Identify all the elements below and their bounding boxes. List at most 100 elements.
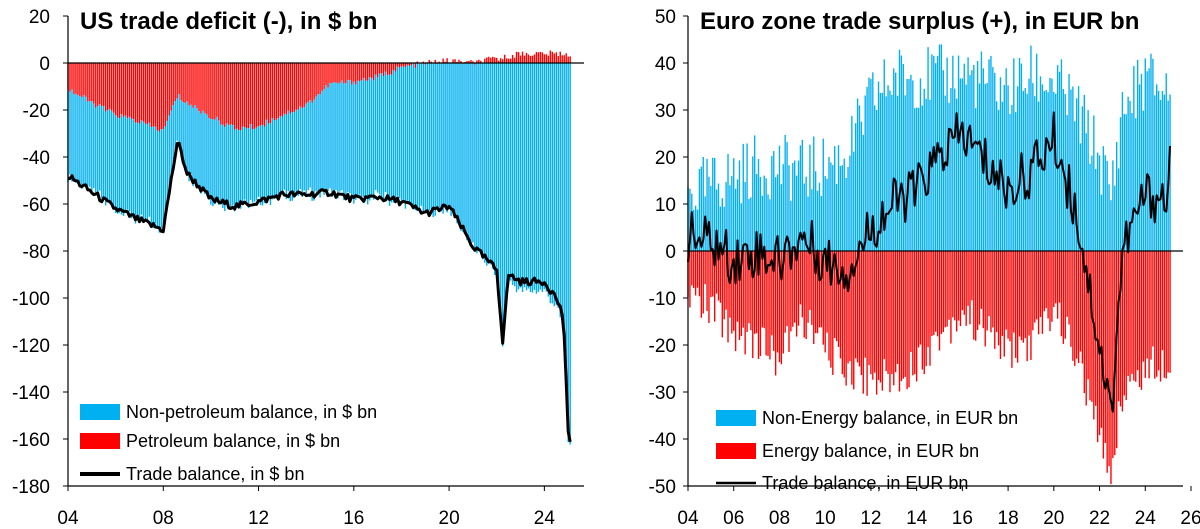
euro-bar-main: [1068, 73, 1070, 252]
us-bar-main: [367, 80, 369, 205]
euro-bar-second: [912, 251, 914, 376]
euro-bar-main: [734, 188, 737, 251]
us-bar-main: [114, 115, 117, 214]
us-bar-second: [569, 56, 571, 63]
euro-bar-main: [822, 138, 824, 251]
euro-bar-main: [797, 160, 800, 251]
euro-bar-main: [1129, 101, 1131, 251]
euro-bar-main: [1116, 142, 1118, 251]
euro-bar-main: [1051, 78, 1053, 251]
us-bar-main: [319, 94, 321, 198]
euro-bar-second: [845, 251, 847, 386]
euro-bar-second: [1005, 251, 1007, 330]
euro-bar-second: [894, 251, 897, 373]
us-bar-second: [519, 55, 522, 63]
euro-bar-main: [700, 166, 703, 251]
us-bar-main: [128, 116, 131, 212]
euro-bar-main: [1095, 168, 1097, 251]
euro-bar-second: [693, 251, 695, 289]
us-bar-second: [120, 63, 123, 115]
us-bar-main: [430, 63, 432, 209]
us-bar-second: [261, 63, 264, 125]
us-bar-main: [370, 77, 373, 196]
us-bar-main: [77, 95, 79, 184]
euro-bar-main: [858, 105, 861, 251]
us-bar-second: [190, 63, 192, 105]
us-bar-main: [428, 63, 430, 211]
euro-bar-second: [885, 251, 887, 372]
us-bar-main: [537, 63, 540, 292]
euro-bar-main: [1152, 58, 1154, 252]
us-bar-main: [204, 113, 206, 195]
euro-bar-second: [799, 251, 802, 305]
euro-bar-second: [1131, 251, 1133, 374]
us-bar-second: [196, 63, 198, 109]
euro-bar-second: [725, 251, 727, 310]
us-bar-main: [184, 103, 186, 172]
us-bar-main: [357, 80, 359, 196]
euro-bar-main: [742, 143, 744, 251]
us-bar-main: [390, 74, 393, 203]
us-bar-main: [271, 117, 274, 200]
us-bar-second: [103, 63, 105, 107]
us-legend: Non-petroleum balance, in $ bn Petroleum …: [80, 402, 377, 484]
us-bar-second: [547, 55, 550, 63]
euro-bar-second: [875, 251, 878, 395]
us-bar-main: [130, 118, 133, 219]
us-bar-main: [359, 80, 361, 195]
us-bar-second: [490, 57, 492, 63]
euro-x-tick-label: 14: [906, 508, 928, 529]
euro-bar-second: [1159, 251, 1162, 382]
euro-bar-second: [1060, 251, 1063, 337]
euro-bar-main: [786, 142, 788, 251]
us-bar-main: [448, 63, 450, 209]
euro-bar-main: [1102, 146, 1105, 251]
us-bar-second: [319, 63, 321, 95]
us-bar-main: [561, 63, 563, 323]
us-bar-second: [184, 63, 186, 104]
euro-bar-second: [1108, 251, 1110, 467]
euro-y-tick-label: -30: [649, 383, 676, 404]
euro-bar-second: [733, 251, 735, 331]
us-bar-second: [323, 63, 325, 90]
us-bar-main: [89, 101, 91, 187]
us-bar-second: [283, 63, 286, 114]
euro-bar-main: [710, 185, 712, 251]
us-bar-second: [269, 63, 272, 124]
us-bar-main: [365, 80, 367, 196]
euro-bar-main: [1156, 84, 1158, 252]
us-bar-main: [557, 63, 559, 309]
us-bar-second: [501, 59, 504, 63]
euro-bar-main: [755, 174, 758, 251]
us-legend-swatch-1: [80, 433, 120, 449]
us-bar-second: [210, 63, 212, 120]
us-bar-second: [182, 63, 184, 103]
us-bar-main: [337, 83, 339, 199]
us-bar-second: [559, 51, 561, 63]
euro-bar-second: [854, 251, 857, 359]
euro-bar-main: [1077, 86, 1080, 251]
euro-bar-second: [856, 251, 859, 363]
euro-bar-second: [1083, 251, 1085, 394]
euro-bar-second: [995, 251, 998, 333]
euro-bar-main: [864, 95, 866, 251]
euro-bar-main: [990, 55, 992, 251]
us-bar-second: [249, 63, 252, 125]
us-bar-second: [551, 51, 554, 63]
euro-bar-main: [1104, 155, 1106, 251]
us-bar-main: [418, 63, 421, 212]
us-bar-second: [567, 56, 569, 63]
us-bar-second: [492, 56, 494, 63]
us-bar-main: [317, 94, 319, 195]
euro-bar-second: [955, 251, 958, 332]
us-bar-main: [158, 131, 161, 233]
us-bar-second: [105, 63, 107, 112]
us-bar-main: [220, 124, 222, 203]
euro-bar-main: [1106, 160, 1108, 251]
euro-bar-main: [776, 174, 779, 251]
us-bar-second: [267, 63, 270, 124]
us-bar-main: [178, 94, 180, 144]
us-bar-main: [313, 99, 315, 201]
euro-bar-second: [963, 251, 965, 315]
